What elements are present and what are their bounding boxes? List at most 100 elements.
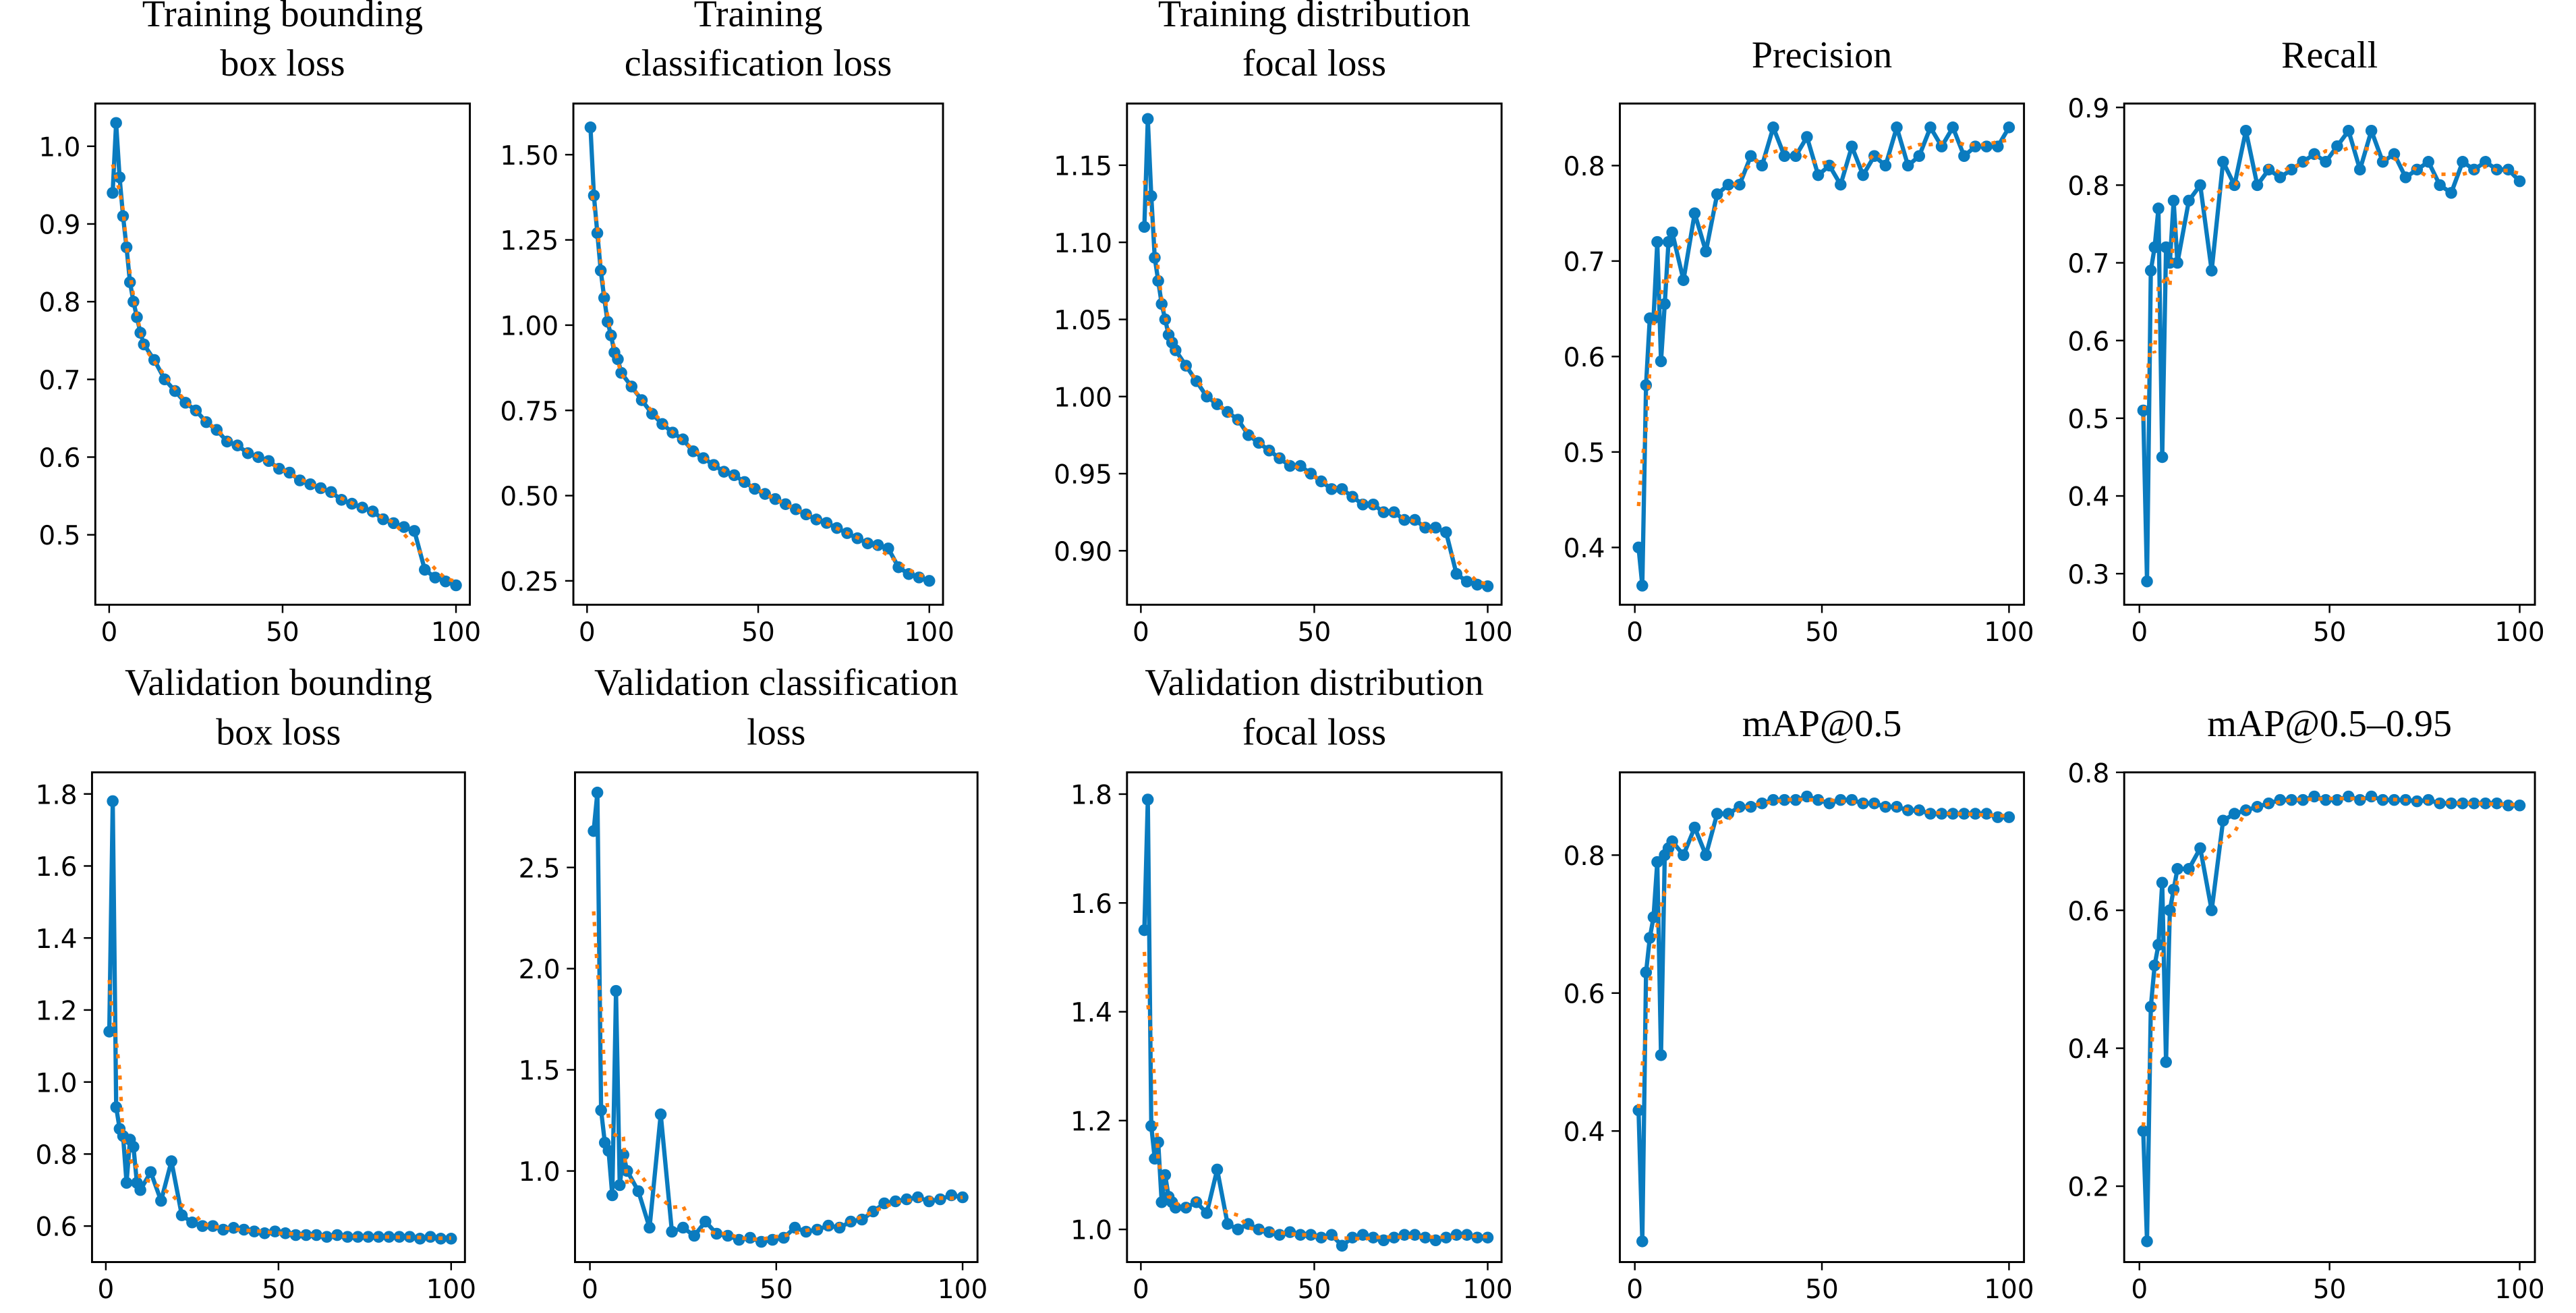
data-point (2171, 863, 2183, 875)
data-point (688, 1229, 701, 1242)
data-point (351, 1231, 364, 1243)
data-point (2388, 148, 2401, 161)
y-tick-label: 0.8 (2067, 171, 2109, 202)
subplot-title: Precision (1752, 34, 1892, 76)
data-point (1450, 1229, 1463, 1241)
data-point (331, 1229, 343, 1241)
data-point (1700, 849, 1712, 862)
x-tick-label: 0 (579, 617, 596, 648)
data-point (341, 1231, 354, 1243)
data-point (2274, 793, 2287, 806)
data-point (293, 474, 306, 486)
data-point (325, 486, 337, 499)
y-tick-label: 1.50 (500, 141, 559, 171)
y-tick-label: 1.25 (500, 226, 559, 256)
data-point (1481, 1231, 1494, 1244)
data-point (169, 385, 181, 397)
subplot-title: Validation bounding (125, 662, 432, 704)
subplot-title: focal loss (1242, 711, 1386, 753)
data-point (237, 1223, 250, 1236)
smooth-line (592, 911, 963, 1241)
x-tick-label: 100 (1984, 1275, 2034, 1305)
data-point (1655, 1049, 1667, 1061)
data-point (1440, 1231, 1452, 1244)
data-point (2141, 1235, 2153, 1248)
x-tick-label: 100 (938, 1275, 988, 1305)
y-tick-label: 0.50 (500, 482, 559, 512)
y-tick-label: 1.2 (1070, 1107, 1112, 1137)
y-tick-label: 1.6 (1070, 889, 1112, 920)
data-point (1969, 140, 1982, 152)
data-point (134, 327, 146, 339)
data-point (1734, 178, 1746, 191)
y-tick-label: 0.75 (500, 397, 559, 427)
y-tick-label: 0.6 (1564, 979, 1605, 1009)
y-tick-label: 0.6 (2067, 327, 2109, 357)
data-point (2148, 959, 2161, 972)
data-point (1924, 808, 1937, 820)
data-point (131, 311, 143, 323)
smooth-line (2141, 796, 2520, 1127)
x-tick-label: 0 (1626, 1275, 1643, 1305)
data-point (2206, 904, 2218, 916)
smooth-line (1142, 951, 1488, 1241)
data-point (1429, 522, 1442, 534)
x-tick-label: 100 (1984, 617, 2034, 648)
data-point (2320, 793, 2332, 806)
data-point (252, 451, 264, 464)
data-point (159, 373, 171, 386)
data-point (666, 1225, 678, 1238)
data-point (2297, 156, 2309, 168)
data-point (1767, 121, 1779, 134)
data-point (1678, 849, 1690, 862)
data-point (1232, 414, 1244, 426)
data-point (913, 571, 925, 584)
data-point (1700, 245, 1712, 258)
data-point (2365, 790, 2378, 803)
x-tick-label: 100 (431, 617, 481, 648)
data-point (878, 1197, 890, 1210)
data-point (262, 455, 275, 467)
y-tick-label: 0.6 (38, 443, 80, 474)
x-tick-label: 50 (760, 1275, 793, 1305)
axes-frame (1619, 102, 2026, 606)
x-tick-label: 0 (1133, 1275, 1149, 1305)
x-tick-label: 50 (1805, 617, 1839, 648)
x-tick-label: 100 (2494, 1275, 2544, 1305)
data-point (107, 187, 119, 199)
data-point (632, 1185, 645, 1198)
subplot-title: Training (694, 0, 823, 35)
data-point (1346, 1231, 1358, 1244)
results-line (1142, 117, 1489, 588)
data-point (258, 1227, 271, 1239)
axes-frame (94, 102, 471, 606)
data-point (372, 1231, 385, 1243)
data-point (1636, 1235, 1649, 1248)
y-tick-label: 1.8 (1070, 781, 1112, 811)
axes-frame (2123, 771, 2536, 1263)
data-point (1879, 159, 1892, 172)
data-point (2457, 797, 2469, 810)
data-point (699, 1215, 712, 1228)
x-tick-label: 0 (581, 1275, 598, 1305)
data-point (120, 241, 133, 254)
data-point (687, 445, 699, 457)
y-tick-label: 0.8 (1564, 841, 1605, 872)
y-tick-label: 0.9 (2067, 94, 2109, 124)
subplot-5: Recall 0.3 0.4 0.5 0.6 0.7 0.8 0.9 0 50 100 (2067, 34, 2544, 648)
data-point (1367, 1231, 1379, 1244)
axes-frame (1126, 771, 1503, 1263)
data-point (1242, 429, 1255, 441)
data-point (1644, 932, 1656, 944)
y-tick-label: 1.2 (36, 997, 78, 1027)
data-point (1935, 140, 1948, 152)
axes-frame (572, 102, 944, 606)
smooth-line (1636, 797, 2009, 1109)
subplot-1: Training bounding box loss 0.5 0.6 0.7 0.8 0.9… (38, 0, 481, 648)
data-point (1935, 808, 1948, 820)
subplot-3: Training distribution focal loss 0.90 0.95 1… (1054, 0, 1513, 648)
data-point (710, 1227, 723, 1240)
data-point (677, 1221, 689, 1234)
x-tick-label: 50 (1805, 1275, 1839, 1305)
data-point (304, 478, 316, 491)
